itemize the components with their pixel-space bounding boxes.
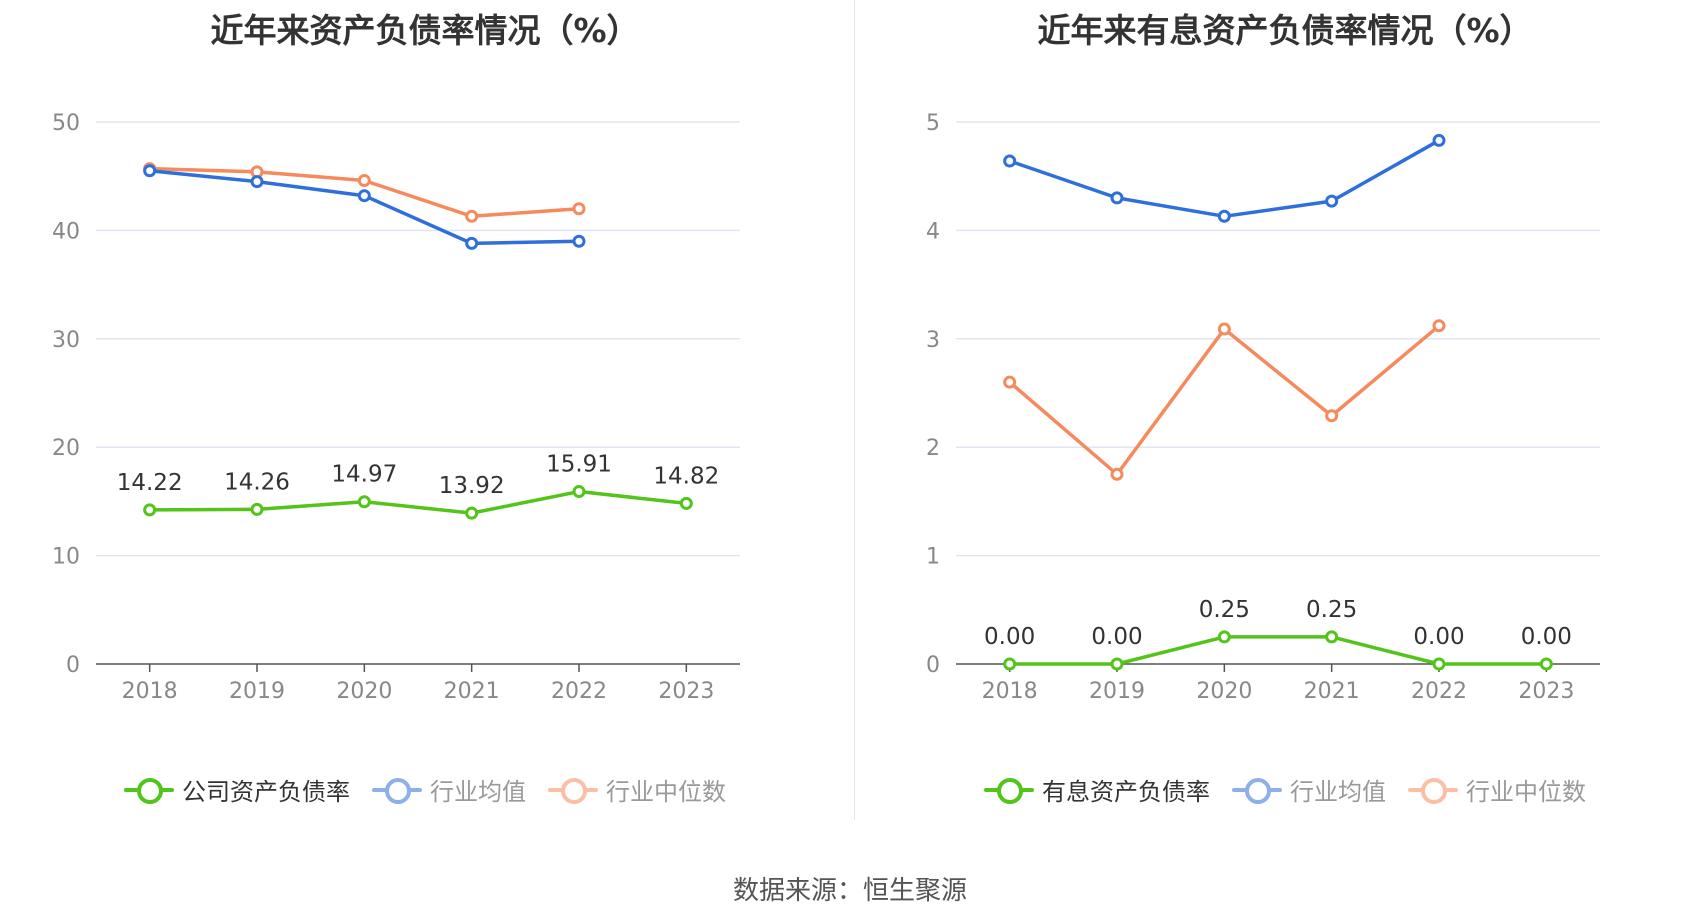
legend-line-icon xyxy=(1408,776,1458,804)
data-point xyxy=(1432,133,1446,147)
data-point xyxy=(1110,657,1124,671)
x-tick-label: 2021 xyxy=(444,679,500,704)
data-point xyxy=(679,496,693,510)
data-point xyxy=(357,174,371,188)
legend-line-icon xyxy=(984,776,1034,804)
legend: 公司资产负债率 行业均值 行业中位数 xyxy=(0,772,850,807)
data-point xyxy=(357,495,371,509)
legend-line-icon xyxy=(124,776,174,804)
legend-line-icon xyxy=(372,776,422,804)
data-point xyxy=(250,502,264,516)
x-tick-label: 2020 xyxy=(1196,679,1252,704)
data-point xyxy=(143,503,157,517)
data-label: 13.92 xyxy=(439,473,505,499)
y-tick-label: 5 xyxy=(926,111,940,136)
data-point xyxy=(572,202,586,216)
data-point xyxy=(1003,375,1017,389)
series-line xyxy=(149,489,687,515)
x-tick-label: 2020 xyxy=(336,679,392,704)
data-point xyxy=(1217,209,1231,223)
legend-label: 行业均值 xyxy=(1290,778,1386,806)
data-point xyxy=(572,485,586,499)
data-label: 0.00 xyxy=(984,624,1035,650)
data-point xyxy=(1003,154,1017,168)
data-point xyxy=(357,189,371,203)
x-tick-label: 2021 xyxy=(1304,679,1360,704)
series-line xyxy=(1009,138,1440,219)
data-label: 0.25 xyxy=(1199,597,1250,623)
data-point xyxy=(1217,630,1231,644)
data-point xyxy=(1003,657,1017,671)
x-tick-label: 2022 xyxy=(1411,679,1467,704)
data-point xyxy=(143,164,157,178)
legend: 有息资产负债率 行业均值 行业中位数 xyxy=(860,772,1700,807)
series-line xyxy=(1009,635,1547,666)
chart-panel-interest-debt-ratio: 近年来有息资产负债率情况（%） 0 1 2 3 4 5 2018 2019 2020 2021 20… xyxy=(860,0,1700,830)
series-line xyxy=(1008,324,1441,477)
data-label: 0.00 xyxy=(1521,624,1572,650)
legend-item-industry-average[interactable]: 行业均值 xyxy=(372,772,526,807)
y-tick-label: 4 xyxy=(926,219,940,244)
legend-item-industry-average[interactable]: 行业均值 xyxy=(1232,772,1386,807)
data-point xyxy=(1217,322,1231,336)
data-label: 14.22 xyxy=(117,470,183,496)
data-label: 14.82 xyxy=(653,463,719,489)
data-point xyxy=(572,234,586,248)
data-label: 0.00 xyxy=(1091,624,1142,650)
data-point xyxy=(1432,657,1446,671)
y-tick-label: 0 xyxy=(926,653,940,678)
legend-item-company[interactable]: 有息资产负债率 xyxy=(984,772,1210,807)
data-source-note: 数据来源：恒生聚源 xyxy=(732,876,967,906)
data-point xyxy=(1325,194,1339,208)
y-tick-label: 20 xyxy=(52,436,80,461)
data-point xyxy=(465,506,479,520)
legend-label: 公司资产负债率 xyxy=(182,778,350,806)
legend-label: 行业均值 xyxy=(430,778,526,806)
y-tick-label: 40 xyxy=(52,219,80,244)
data-label: 14.26 xyxy=(224,469,290,495)
x-tick-label: 2023 xyxy=(1518,679,1574,704)
legend-item-industry-median[interactable]: 行业中位数 xyxy=(1408,772,1586,807)
legend-line-icon xyxy=(548,776,598,804)
data-point xyxy=(1539,657,1553,671)
legend-label: 行业中位数 xyxy=(606,778,726,806)
data-point xyxy=(1110,467,1124,481)
y-tick-label: 1 xyxy=(926,545,940,570)
y-tick-label: 30 xyxy=(52,328,80,353)
legend-label: 行业中位数 xyxy=(1466,778,1586,806)
x-tick-label: 2023 xyxy=(658,679,714,704)
line-chart-debt-ratio: 0 10 20 30 40 50 2018 2019 2020 2021 2022 2023 14.22… xyxy=(52,111,740,704)
legend-item-company[interactable]: 公司资产负债率 xyxy=(124,772,350,807)
data-point xyxy=(1110,191,1124,205)
chart-title: 近年来有息资产负债率情况（%） xyxy=(1037,11,1533,50)
data-point xyxy=(465,209,479,223)
data-label: 15.91 xyxy=(546,452,612,478)
data-label: 0.25 xyxy=(1306,597,1357,623)
legend-item-industry-median[interactable]: 行业中位数 xyxy=(548,772,726,807)
data-label: 0.00 xyxy=(1413,624,1464,650)
legend-line-icon xyxy=(1232,776,1282,804)
y-tick-label: 3 xyxy=(926,328,940,353)
data-label: 14.97 xyxy=(331,462,397,488)
y-tick-label: 0 xyxy=(66,653,80,678)
data-point xyxy=(465,236,479,250)
x-tick-label: 2019 xyxy=(229,679,285,704)
x-tick-label: 2022 xyxy=(551,679,607,704)
y-tick-label: 10 xyxy=(52,545,80,570)
legend-label: 有息资产负债率 xyxy=(1042,778,1210,806)
chart-panel-debt-ratio: 近年来资产负债率情况（%） 0 10 20 30 40 50 2018 2019 2020 202… xyxy=(0,0,850,830)
data-point xyxy=(1325,409,1339,423)
line-chart-interest-debt-ratio: 0 1 2 3 4 5 2018 2019 2020 2021 2022 2023 0.00 0.00 0.… xyxy=(926,111,1600,704)
x-tick-label: 2019 xyxy=(1089,679,1145,704)
x-tick-label: 2018 xyxy=(122,679,178,704)
y-tick-label: 2 xyxy=(926,436,940,461)
data-point xyxy=(250,175,264,189)
data-point xyxy=(1325,630,1339,644)
x-tick-label: 2018 xyxy=(982,679,1038,704)
data-point xyxy=(1432,319,1446,333)
y-tick-label: 50 xyxy=(52,111,80,136)
chart-title: 近年来资产负债率情况（%） xyxy=(210,11,640,50)
panel-divider xyxy=(854,0,855,820)
